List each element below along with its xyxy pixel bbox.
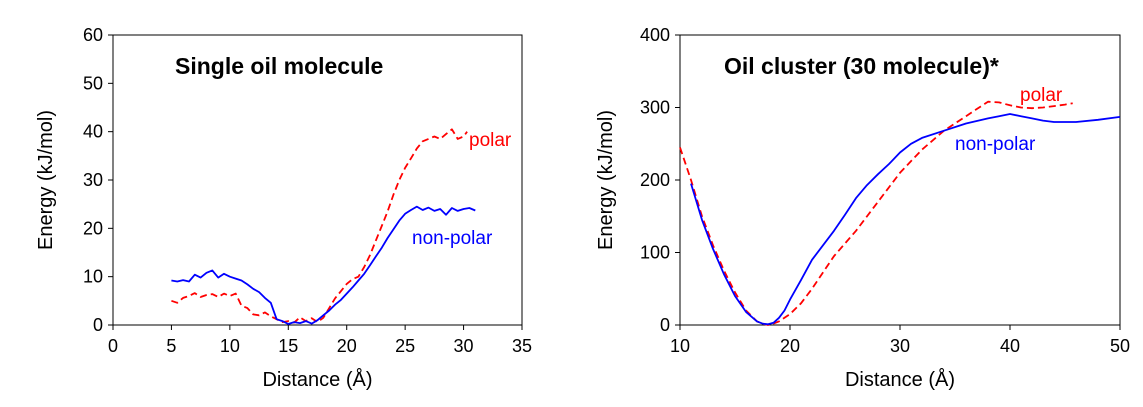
- x-tick-label: 10: [670, 336, 690, 356]
- y-tick-label: 60: [83, 25, 103, 45]
- x-tick-label: 20: [780, 336, 800, 356]
- y-tick-label: 0: [93, 315, 103, 335]
- series-line-non-polar: [690, 113, 1121, 326]
- x-tick-label: 10: [220, 336, 240, 356]
- series-label-polar: polar: [1020, 85, 1063, 106]
- y-tick-label: 200: [640, 170, 670, 190]
- x-tick-label: 25: [395, 336, 415, 356]
- y-axis-label: Energy (kJ/mol): [595, 110, 617, 250]
- x-tick-label: 40: [1000, 336, 1020, 356]
- series-label-non-polar: non-polar: [955, 134, 1036, 155]
- y-axis-label: Energy (kJ/mol): [35, 110, 57, 250]
- x-tick-label: 50: [1110, 336, 1130, 356]
- series-label-polar: polar: [469, 130, 512, 151]
- chart-single-oil-molecule: 0 10 20 30 40 50 60 0 5 10 15 20 25 30 35 polar non-pola…: [35, 25, 532, 391]
- chart-oil-cluster: 0 100 200 300 400 10 20 30 40 50 polar non-polar Oil…: [595, 25, 1130, 391]
- y-tick-label: 50: [83, 73, 103, 93]
- y-tick-label: 40: [83, 122, 103, 142]
- chart-title: Single oil molecule: [175, 53, 383, 79]
- x-axis-label: Distance (Å): [845, 368, 955, 391]
- x-tick-label: 5: [166, 336, 176, 356]
- series-label-non-polar: non-polar: [412, 228, 493, 249]
- y-tick-label: 20: [83, 218, 103, 238]
- y-tick-label: 30: [83, 170, 103, 190]
- x-tick-label: 0: [108, 336, 118, 356]
- x-tick-label: 15: [278, 336, 298, 356]
- y-tick-label: 10: [83, 267, 103, 287]
- series-line-polar: [679, 100, 1073, 326]
- x-tick-label: 30: [454, 336, 474, 356]
- x-tick-label: 20: [337, 336, 357, 356]
- series-line-polar: [171, 128, 468, 324]
- chart-title: Oil cluster (30 molecule)*: [724, 53, 999, 79]
- y-tick-label: 100: [640, 243, 670, 263]
- series-line-non-polar: [171, 205, 476, 325]
- x-tick-label: 30: [890, 336, 910, 356]
- y-tick-label: 0: [660, 315, 670, 335]
- y-tick-label: 300: [640, 98, 670, 118]
- x-axis-label: Distance (Å): [262, 368, 372, 391]
- x-tick-label: 35: [512, 336, 532, 356]
- y-tick-label: 400: [640, 25, 670, 45]
